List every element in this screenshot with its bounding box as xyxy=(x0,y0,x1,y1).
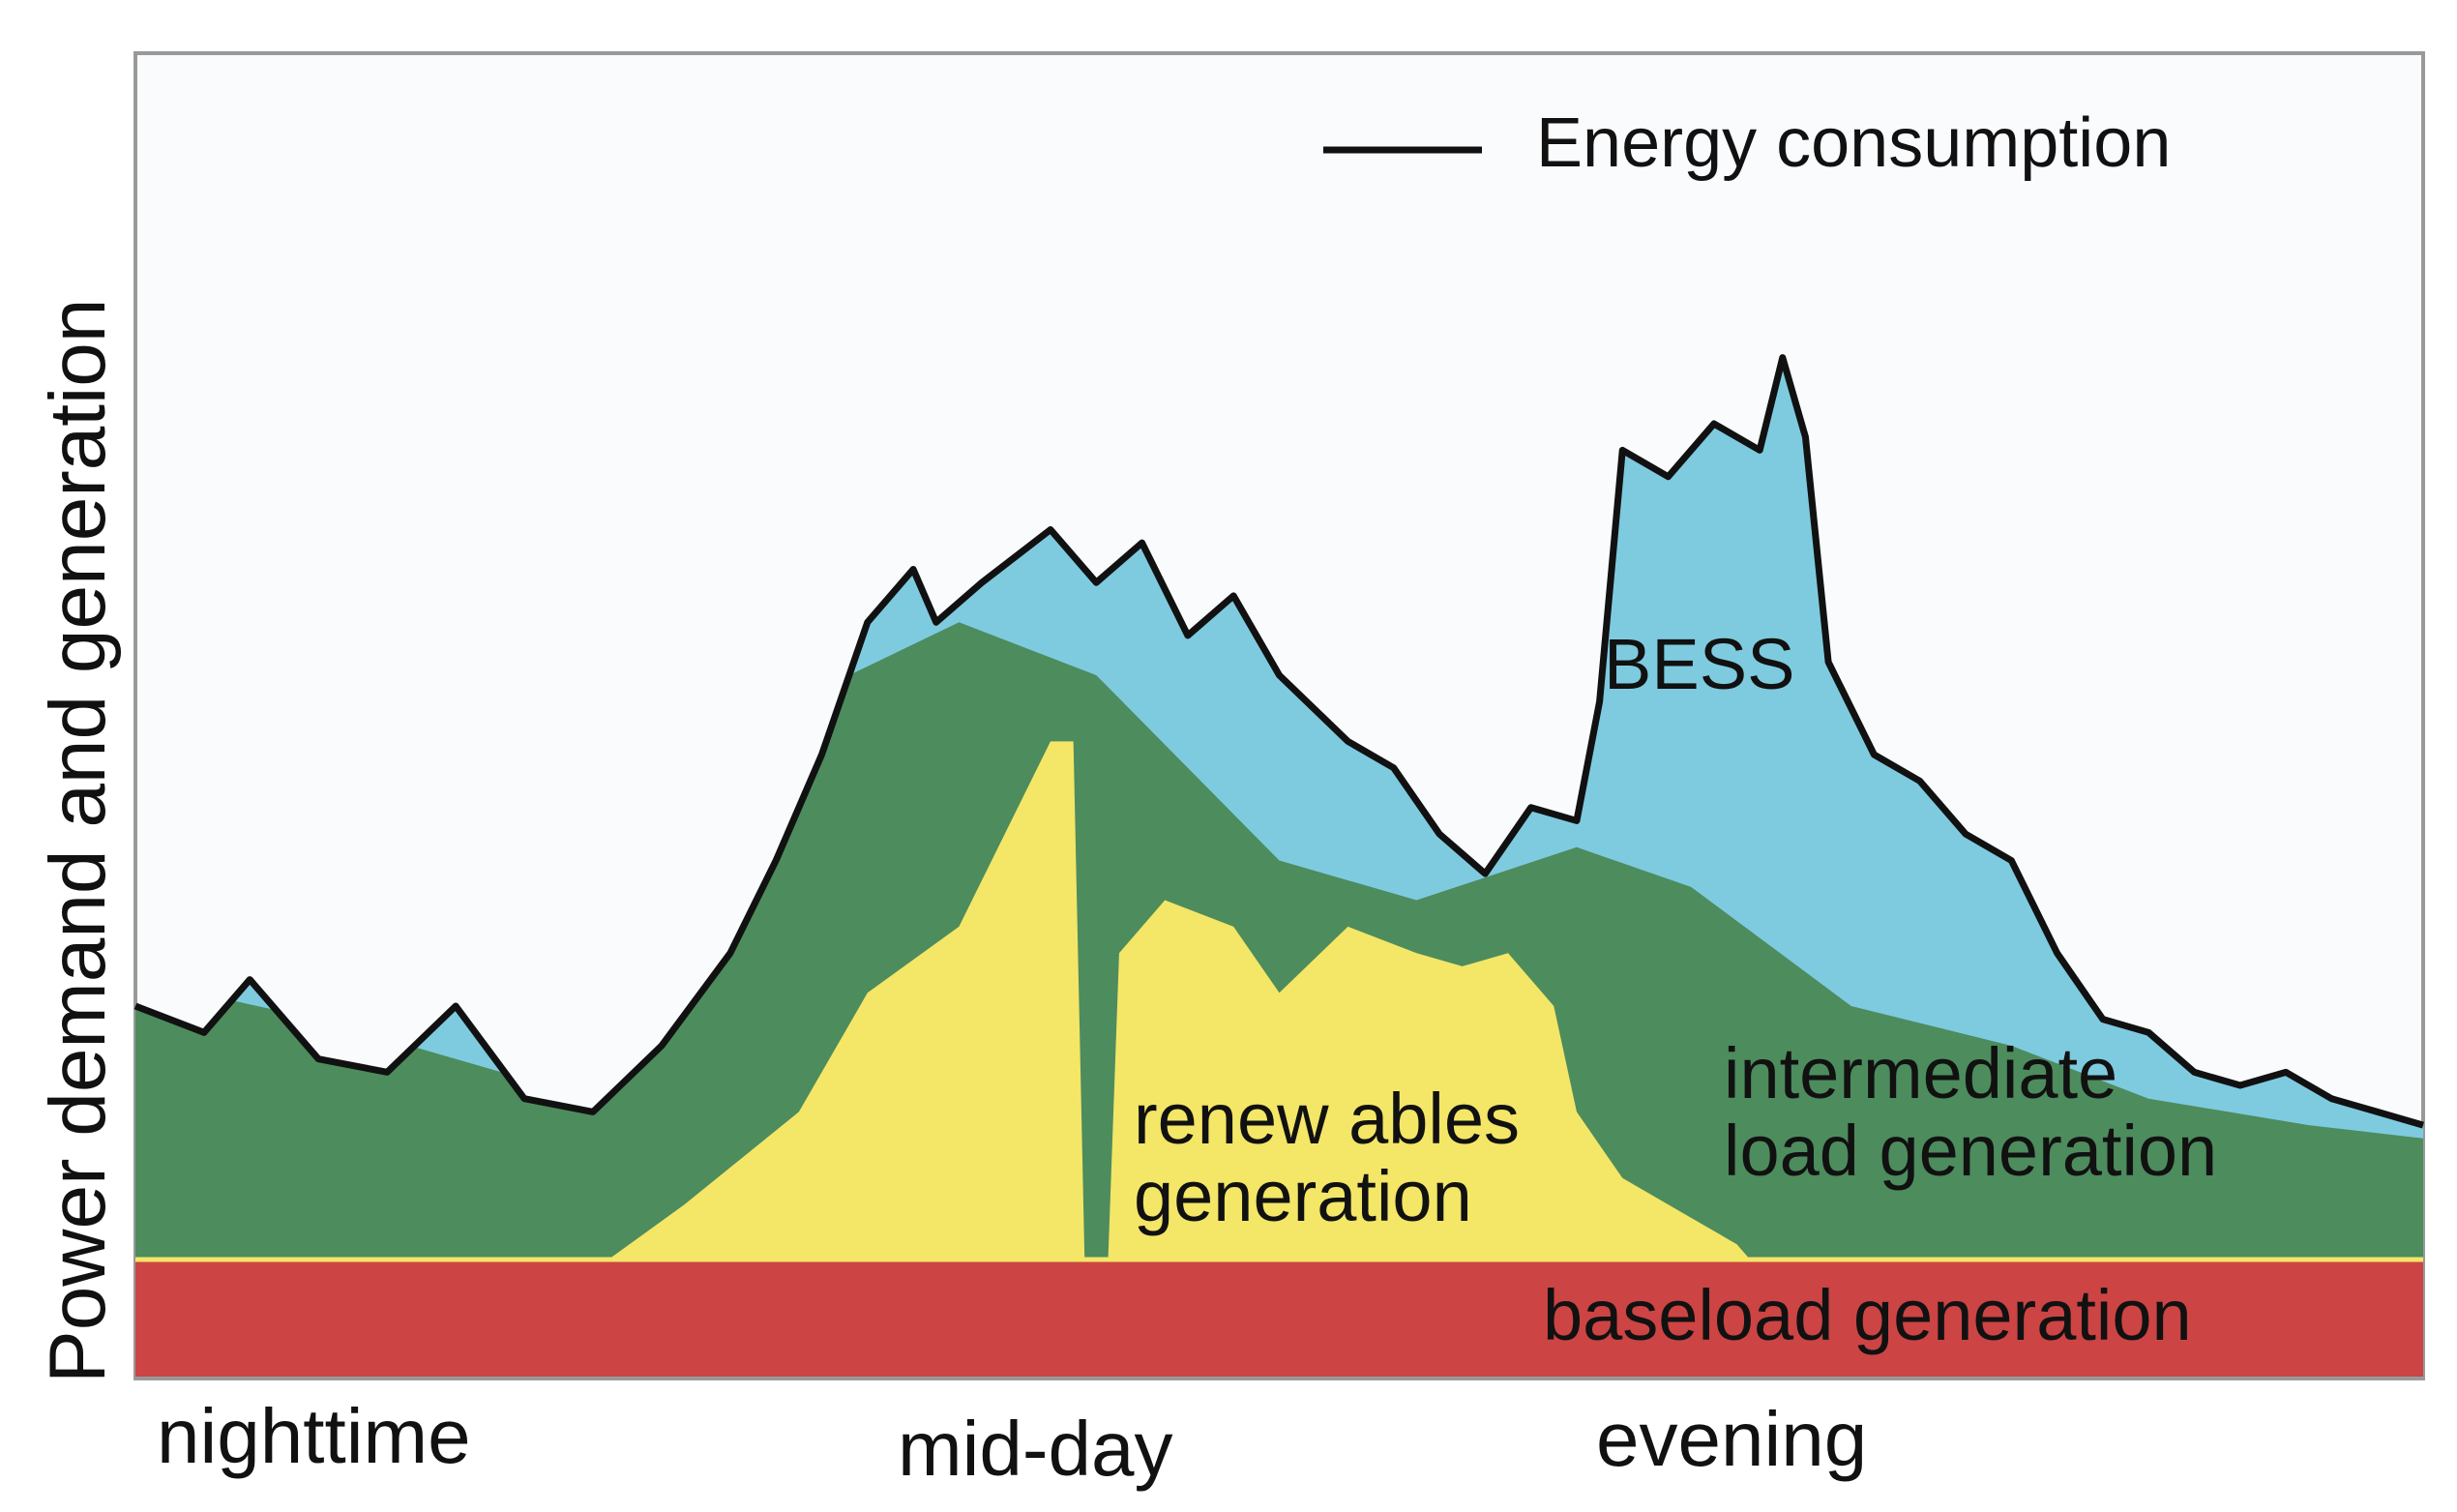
baseload-area xyxy=(135,1260,2423,1377)
bess-label: BESS xyxy=(1604,624,1794,704)
renewables-label-line1: renew ables xyxy=(1134,1079,1520,1159)
intermediate-label-line1: intermediate xyxy=(1724,1033,2117,1113)
intermediate-area xyxy=(135,622,2423,1271)
x-tick-nighttime: nighttime xyxy=(157,1393,471,1479)
energy-consumption-line xyxy=(133,354,2424,1129)
x-tick-evening: evening xyxy=(1596,1396,1867,1482)
intermediate-label-line2: load generation xyxy=(1724,1111,2217,1191)
legend-label: Energy consumption xyxy=(1536,104,2171,182)
baseload-label: baseload generation xyxy=(1543,1275,2192,1355)
renewables-label-line2: generation xyxy=(1134,1156,1472,1236)
y-axis-label: Power demand and generation xyxy=(34,299,122,1383)
renewables-area xyxy=(593,741,1761,1271)
x-tick-mid-day: mid-day xyxy=(898,1406,1173,1492)
